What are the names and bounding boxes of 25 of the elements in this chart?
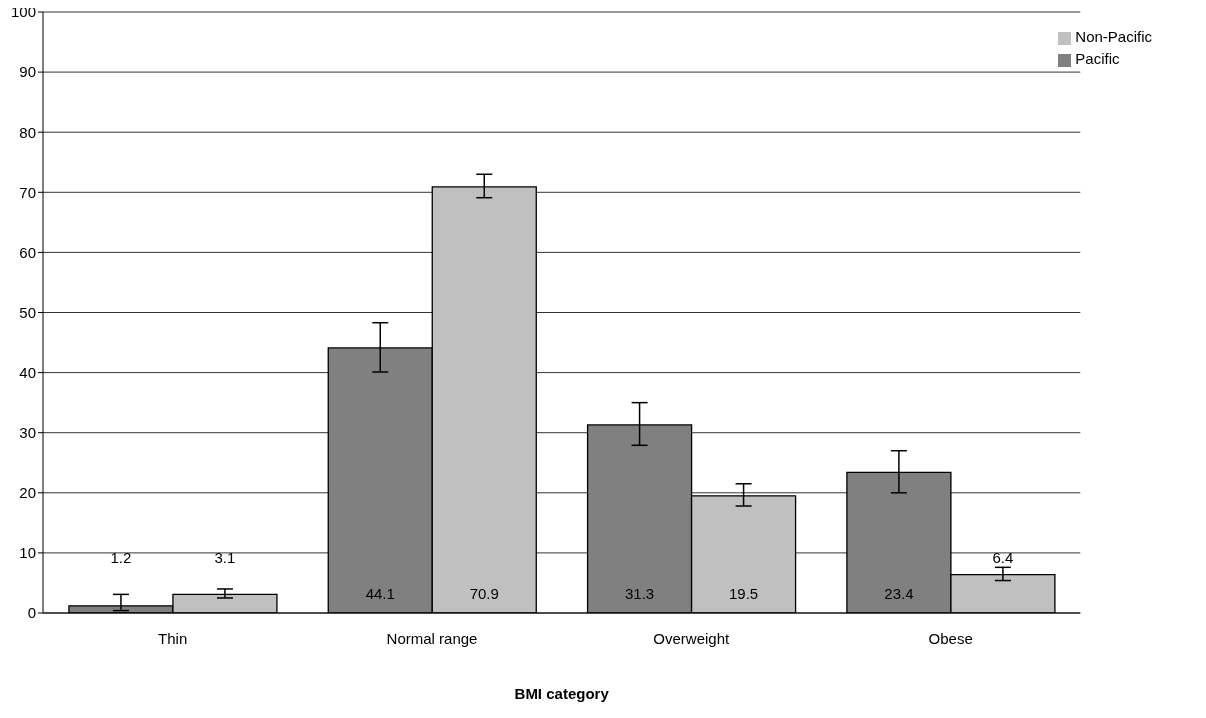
y-tick-label: 0 [27,604,36,622]
y-tick-label: 10 [19,544,36,562]
y-tick-label: 50 [19,303,36,321]
y-tick-label: 70 [19,183,36,201]
x-axis-title: BMI category [514,685,610,702]
y-tick-label: 40 [19,363,36,381]
x-tick-label: Overweight [653,629,731,647]
data-label: 31.3 [624,585,655,602]
y-tick-label: 30 [19,424,36,442]
legend-label: Non-Pacific [1075,28,1152,45]
y-tick-label: 90 [19,63,36,81]
y-tick-label: 20 [19,484,36,502]
data-label: 3.1 [214,549,236,566]
y-tick-label: 60 [19,243,36,261]
x-tick-label: Obese [928,629,973,647]
data-label: 44.1 [365,585,395,602]
data-label: 70.9 [469,585,499,602]
x-tick-label: Normal range [386,629,478,647]
data-label: 6.4 [992,549,1014,566]
y-tick-label: 80 [19,123,36,141]
legend-label: Pacific [1075,50,1120,67]
data-label: 23.4 [884,585,914,602]
x-tick-label: Thin [158,629,188,647]
data-label: 1.2 [110,549,132,566]
data-label: 19.5 [728,585,759,602]
